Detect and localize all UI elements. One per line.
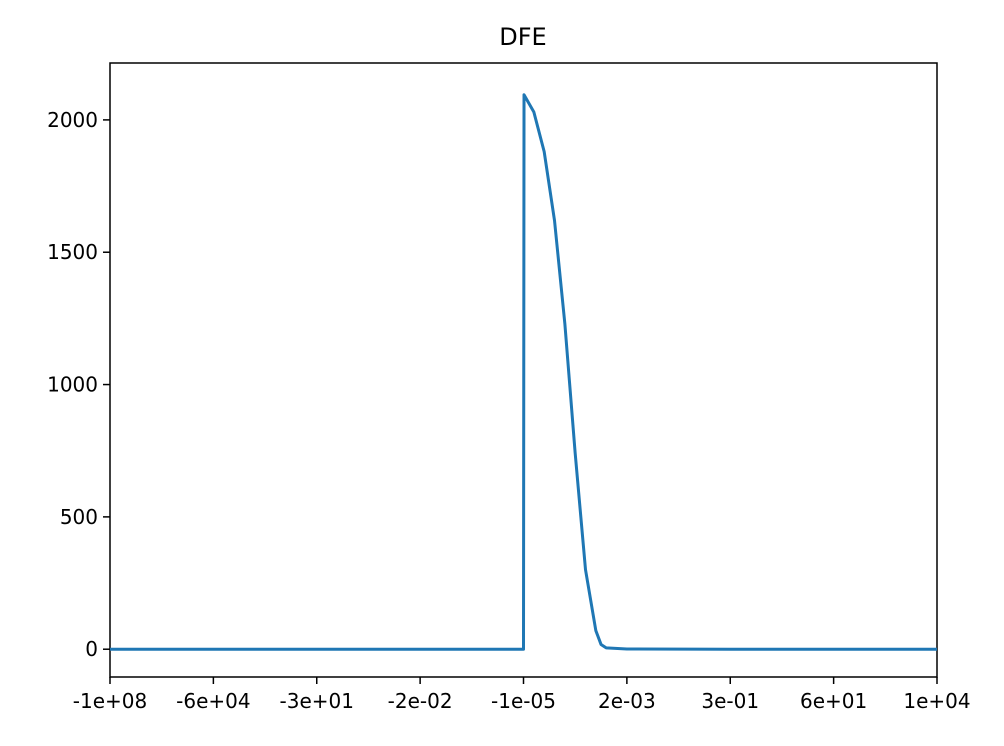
x-tick-label: -6e+04 [176,689,250,713]
y-tick-label: 0 [85,637,98,661]
x-tick-label: -3e+01 [280,689,354,713]
y-tick-label: 2000 [47,108,98,132]
x-tick-label: 1e+04 [903,689,970,713]
series-layer [110,93,937,651]
x-tick-label: -1e+08 [73,689,147,713]
x-tick-label: 2e-03 [598,689,656,713]
y-tick-label: 1000 [47,373,98,397]
y-tick-label: 500 [60,505,98,529]
x-axis: -1e+08 -6e+04 -3e+01 -2e-02 -1e-05 2e-03 3e-01… [73,677,971,713]
chart-title: DFE [499,23,546,51]
y-axis: 0 500 1000 1500 2000 [47,108,110,661]
x-tick-label: -1e-05 [491,689,556,713]
x-tick-label: 3e-01 [701,689,759,713]
x-tick-label: -2e-02 [388,689,453,713]
x-tick-label: 6e+01 [800,689,867,713]
series-line-0 [110,93,937,651]
y-tick-label: 1500 [47,240,98,264]
